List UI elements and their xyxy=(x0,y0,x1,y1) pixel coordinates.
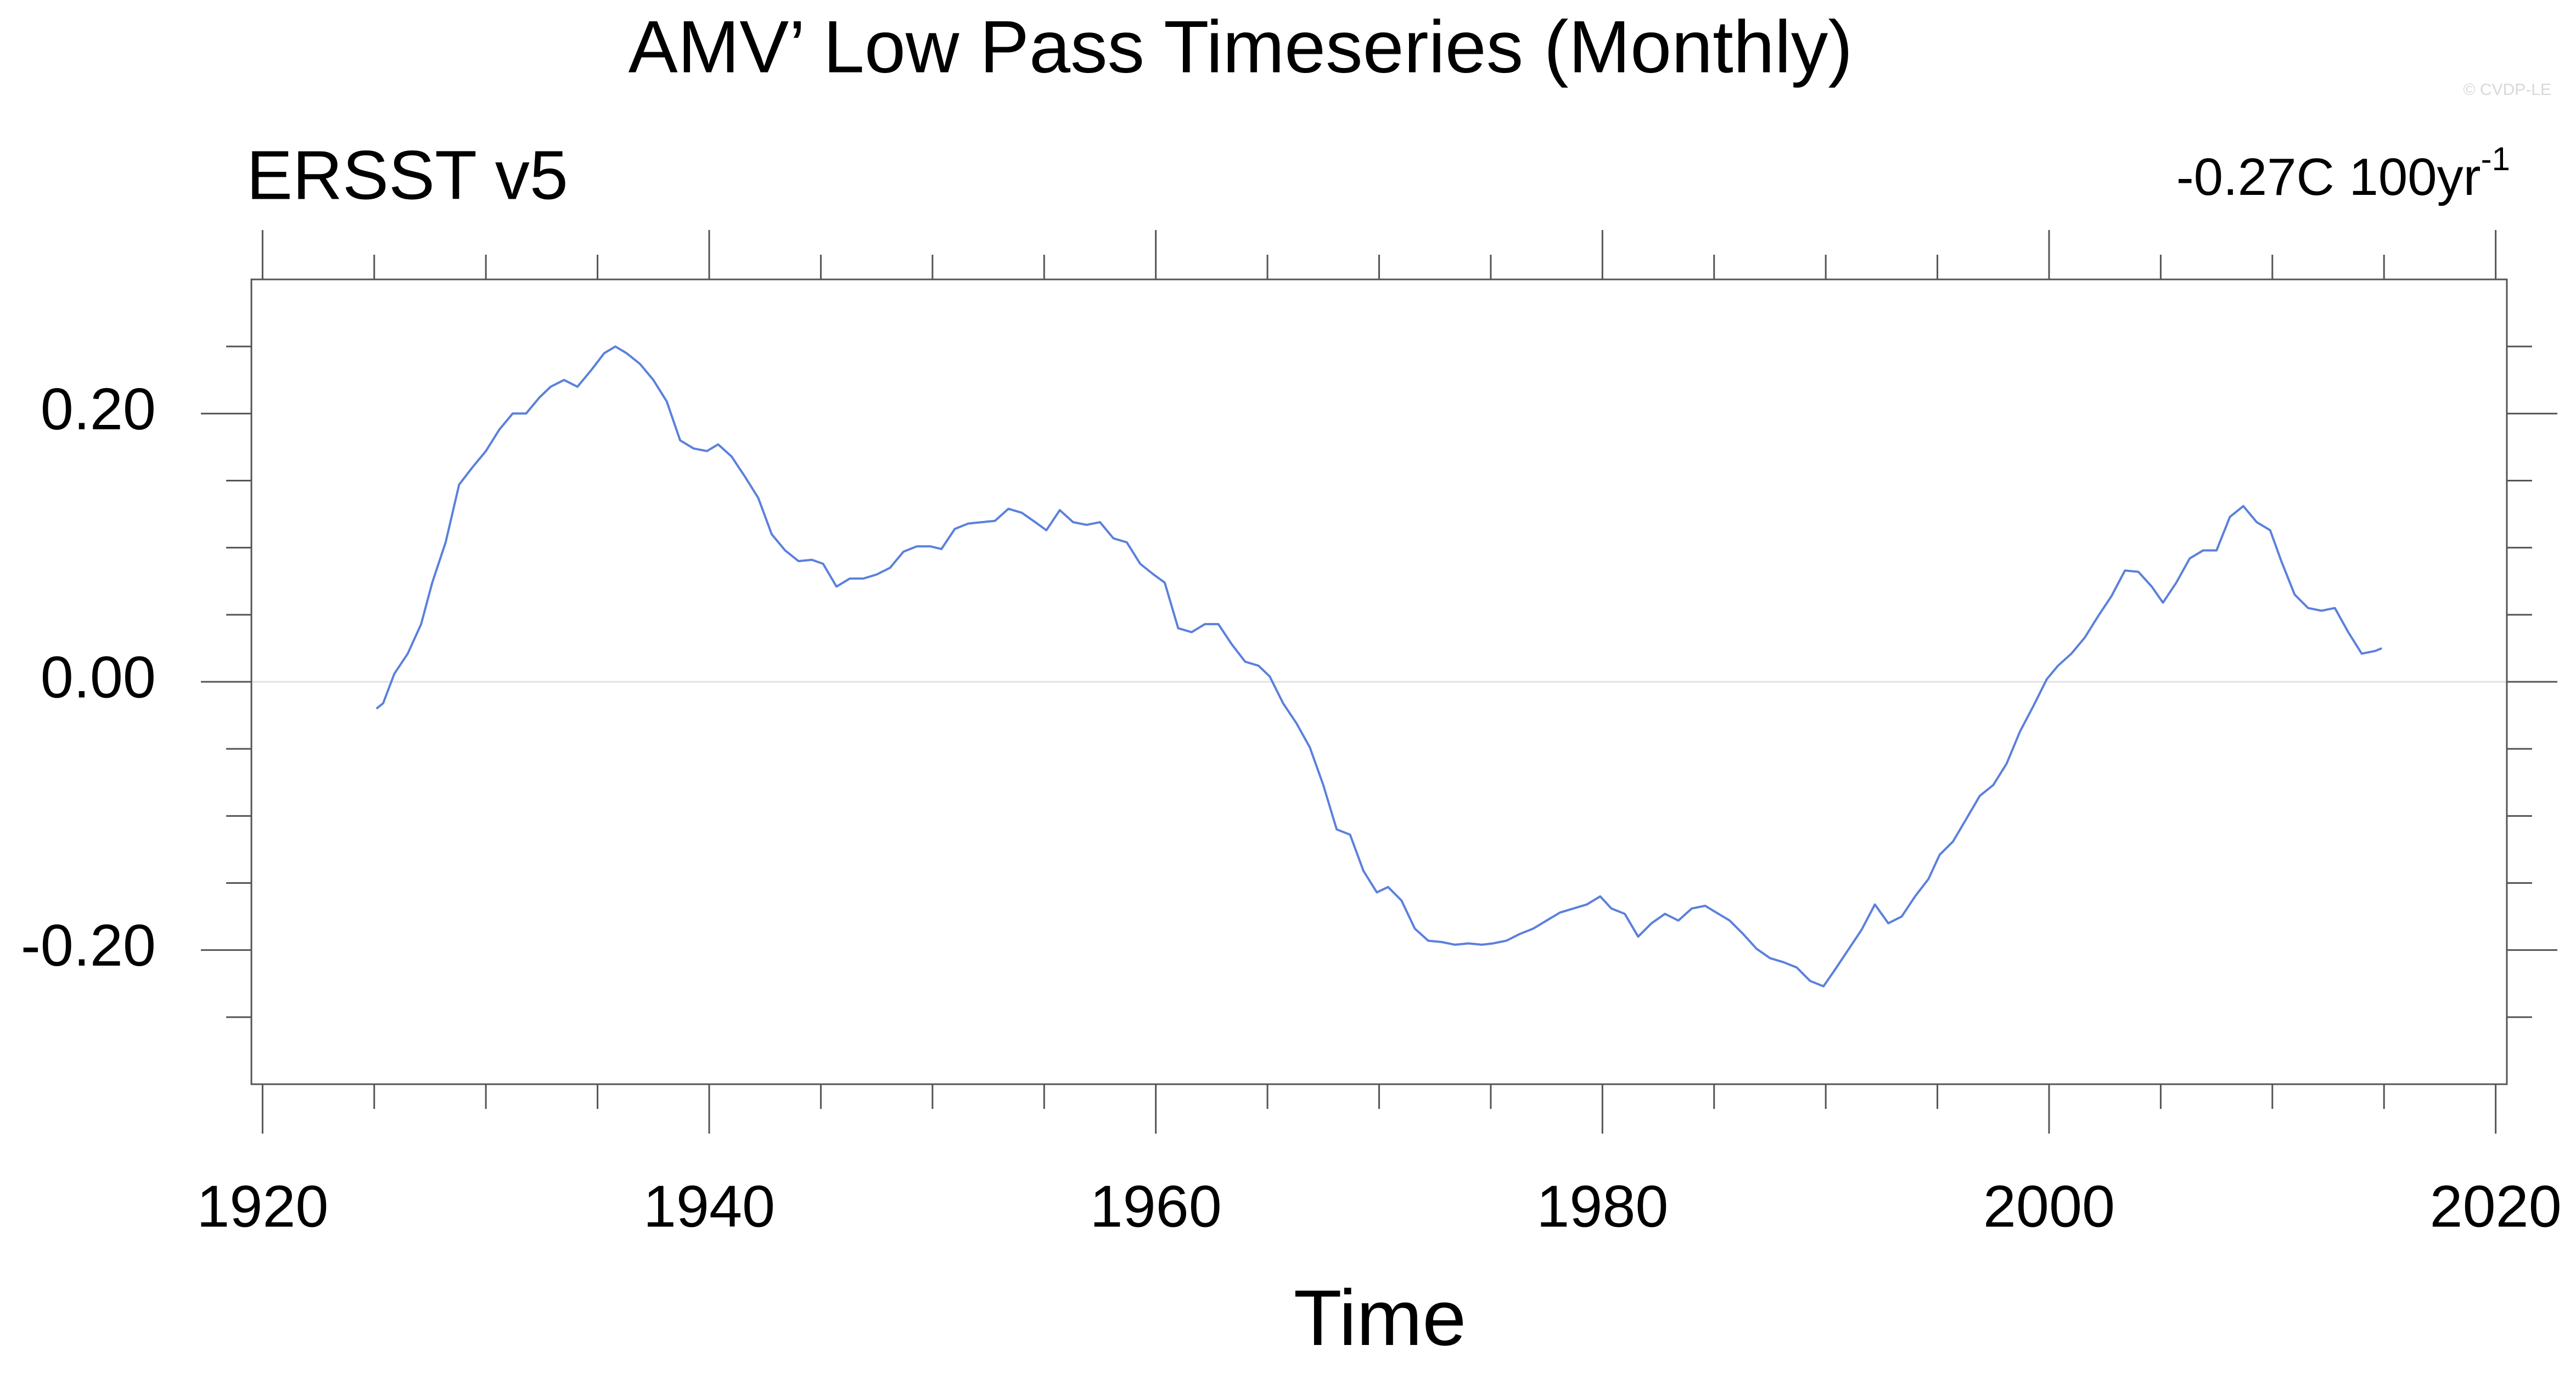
trend-superscript: -1 xyxy=(2481,141,2510,177)
y-tick-label: -0.20 xyxy=(21,912,156,978)
watermark: © CVDP-LE xyxy=(2463,81,2551,99)
x-axis-title: Time xyxy=(1294,1274,1467,1362)
data-line xyxy=(375,345,2382,988)
subtitle: ERSST v5 xyxy=(246,136,568,214)
y-tick-label: 0.00 xyxy=(41,644,156,710)
trend-text: -0.27C 100yr xyxy=(2176,148,2481,206)
x-tick-label: 2020 xyxy=(2430,1173,2562,1240)
x-tick-label: 1920 xyxy=(197,1173,328,1240)
y-tick-label: 0.20 xyxy=(41,375,156,442)
chart-title: AMV’ Low Pass Timeseries (Monthly) xyxy=(628,5,1853,88)
trend-label: -0.27C 100yr-1 xyxy=(2176,141,2510,207)
x-tick-label: 1960 xyxy=(1090,1173,1222,1240)
x-tick-label: 2000 xyxy=(1983,1173,2115,1240)
x-tick-label: 1940 xyxy=(643,1173,775,1240)
x-tick-label: 1980 xyxy=(1536,1173,1668,1240)
